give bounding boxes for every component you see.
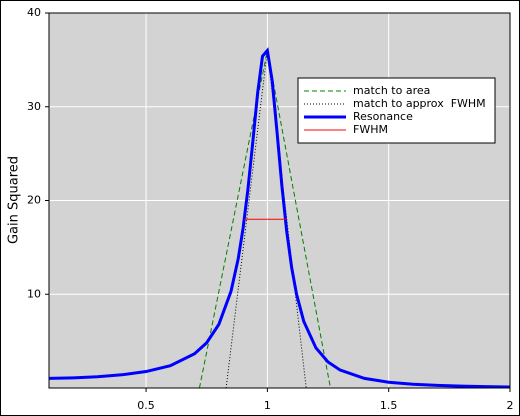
y-axis-label: Gain Squared [7, 156, 22, 244]
legend-label: match to area [353, 84, 430, 97]
x-tick-label: 0.5 [137, 399, 155, 412]
legend-box [297, 77, 496, 144]
x-tick-label: 2 [507, 399, 514, 412]
lines [49, 47, 510, 388]
x-tick-label: 1 [264, 399, 271, 412]
y-tick-label: 10 [27, 287, 41, 300]
legend-label: FWHM [353, 123, 388, 136]
y-tick-label: 30 [27, 100, 41, 113]
y-tick-label: 40 [27, 6, 41, 19]
plot-border [48, 12, 511, 389]
y-tick-label: 20 [27, 194, 41, 207]
series-line [49, 47, 510, 388]
legend-label: Resonance [353, 110, 413, 123]
legend-label: match to approx FWHM [353, 97, 486, 110]
x-tick-label: 1.5 [380, 399, 398, 412]
